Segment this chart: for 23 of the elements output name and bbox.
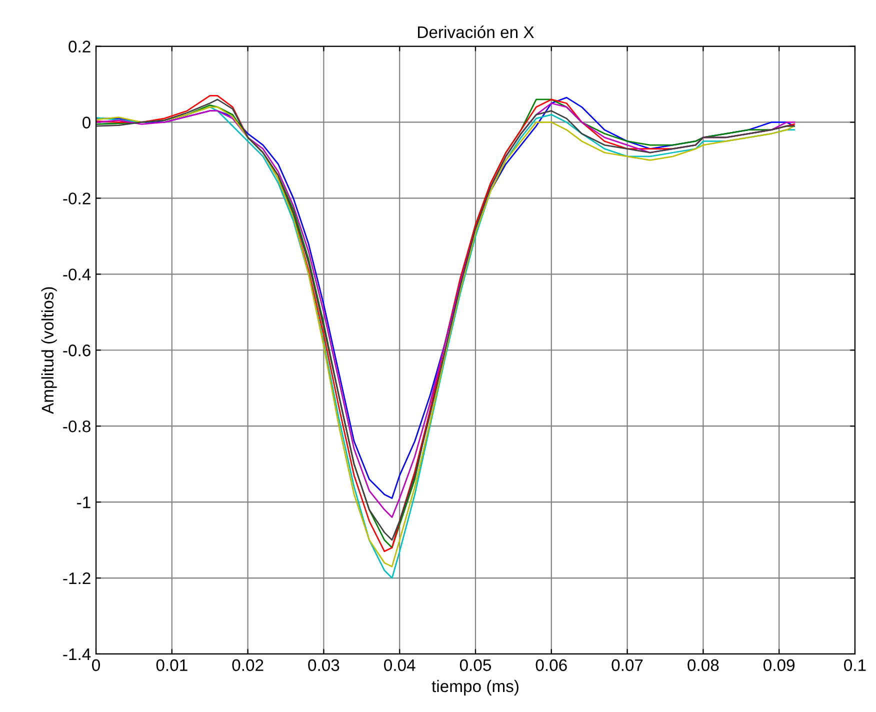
chart-title: Derivación en X bbox=[418, 26, 534, 38]
x-tick-label: 0.03 bbox=[308, 659, 340, 672]
y-axis-title: Amplitud (voltios) bbox=[41, 287, 57, 414]
x-tick-label: 0.02 bbox=[232, 659, 264, 672]
x-tick-label: 0.1 bbox=[844, 659, 866, 672]
x-tick-label: 0.04 bbox=[384, 659, 416, 672]
y-tick-label: 0.2 bbox=[68, 40, 90, 52]
x-tick-label: 0.05 bbox=[460, 659, 492, 672]
y-tick-label: -0.8 bbox=[63, 420, 90, 432]
y-tick-label: 0 bbox=[82, 116, 90, 128]
x-tick-label: 0 bbox=[92, 659, 100, 672]
x-tick-label: 0.07 bbox=[612, 659, 643, 672]
y-tick-label: -0.2 bbox=[63, 192, 90, 204]
x-tick-label: 0.01 bbox=[156, 659, 188, 672]
y-tick-label: -1.2 bbox=[63, 572, 90, 584]
y-tick-label: -1.4 bbox=[63, 648, 91, 660]
y-tick-label: -1 bbox=[77, 496, 90, 508]
y-tick-label: -0.6 bbox=[63, 344, 90, 356]
x-axis-title: tiempo (ms) bbox=[432, 680, 518, 696]
y-tick-label: -0.4 bbox=[63, 268, 91, 280]
x-tick-label: 0.08 bbox=[688, 659, 719, 672]
x-tick-label: 0.06 bbox=[536, 659, 567, 672]
x-tick-label: 0.09 bbox=[764, 659, 795, 672]
